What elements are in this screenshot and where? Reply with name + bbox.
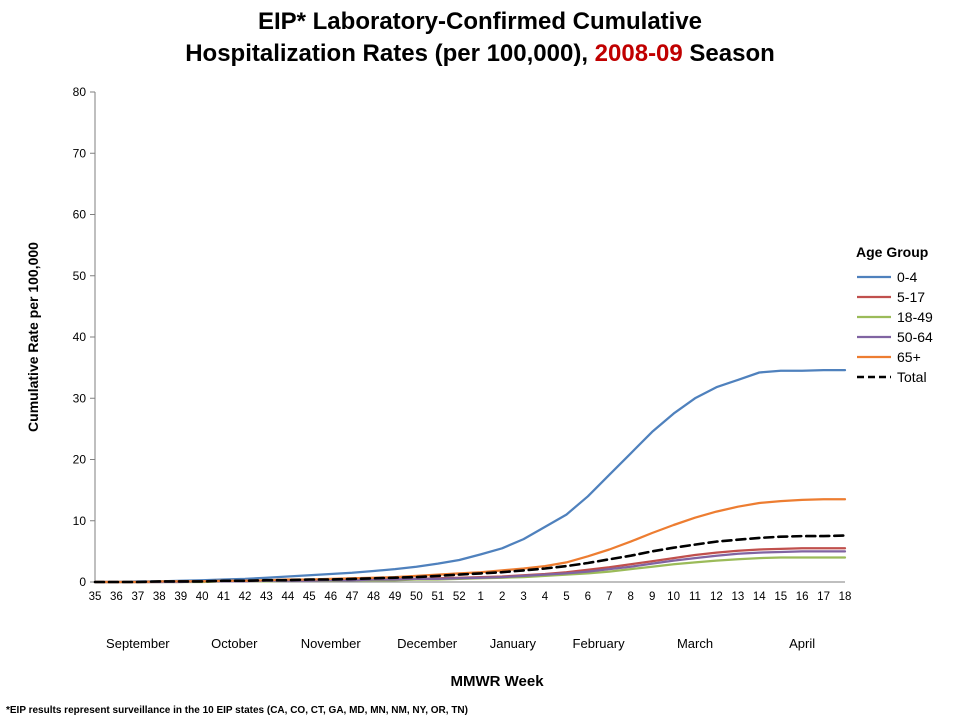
svg-text:38: 38	[153, 591, 166, 603]
chart-title: EIP* Laboratory-Confirmed Cumulative Hos…	[0, 6, 960, 70]
legend-items: 0-4 5-17 18-49 50-64 65+ Total	[856, 267, 933, 387]
legend-swatch-icon	[857, 355, 891, 359]
series-line-Total	[93, 534, 847, 584]
legend-label: 65+	[897, 349, 921, 365]
svg-text:1: 1	[478, 591, 484, 603]
svg-text:7: 7	[606, 591, 612, 603]
svg-text:11: 11	[689, 591, 701, 603]
svg-text:0: 0	[79, 575, 86, 589]
svg-text:20: 20	[73, 453, 87, 467]
svg-text:17: 17	[817, 591, 830, 603]
svg-text:80: 80	[73, 85, 87, 99]
svg-text:15: 15	[774, 591, 787, 603]
legend-item-0-4: 0-4	[856, 267, 933, 287]
svg-text:October: October	[211, 636, 258, 651]
svg-text:39: 39	[174, 591, 187, 603]
svg-text:36: 36	[110, 591, 123, 603]
svg-text:46: 46	[324, 591, 337, 603]
legend-item-Total: Total	[856, 367, 933, 387]
svg-text:10: 10	[73, 514, 87, 528]
legend-title: Age Group	[856, 244, 929, 260]
legend-item-65+: 65+	[856, 347, 933, 367]
svg-text:41: 41	[217, 591, 230, 603]
svg-text:49: 49	[389, 591, 402, 603]
svg-text:44: 44	[281, 591, 294, 603]
svg-text:37: 37	[131, 591, 144, 603]
title-highlight: 2008-09	[594, 39, 683, 67]
svg-text:December: December	[397, 636, 458, 651]
legend-swatch-icon	[857, 275, 891, 279]
legend-swatch-icon	[857, 315, 891, 319]
svg-text:14: 14	[753, 591, 766, 603]
svg-text:10: 10	[667, 591, 680, 603]
x-axis-title: MMWR Week	[450, 673, 544, 690]
svg-text:60: 60	[73, 208, 87, 222]
svg-text:45: 45	[303, 591, 316, 603]
svg-text:4: 4	[542, 591, 549, 603]
svg-text:51: 51	[431, 591, 444, 603]
legend-label: Total	[897, 369, 927, 385]
svg-text:February: February	[573, 636, 626, 651]
legend-item-5-17: 5-17	[856, 287, 933, 307]
title-line2-pre: Hospitalization Rates (per 100,000),	[185, 39, 595, 67]
svg-text:9: 9	[649, 591, 655, 603]
svg-text:50: 50	[73, 269, 87, 283]
legend: Age Group 0-4 5-17 18-49 50-64 65+ Total	[856, 244, 933, 387]
legend-item-18-49: 18-49	[856, 307, 933, 327]
svg-text:30: 30	[73, 391, 87, 405]
svg-text:November: November	[301, 636, 362, 651]
legend-swatch-icon	[857, 335, 891, 339]
title-line1: EIP* Laboratory-Confirmed Cumulative	[257, 8, 703, 35]
svg-text:35: 35	[89, 591, 102, 603]
svg-text:6: 6	[585, 591, 591, 603]
svg-text:52: 52	[453, 591, 466, 603]
svg-text:47: 47	[346, 591, 359, 603]
title-line2: Hospitalization Rates (per 100,000), 200…	[0, 38, 960, 70]
svg-text:March: March	[677, 636, 713, 651]
legend-label: 50-64	[897, 329, 933, 345]
svg-text:8: 8	[628, 591, 634, 603]
legend-label: 18-49	[897, 309, 933, 325]
svg-text:16: 16	[796, 591, 809, 603]
svg-text:2: 2	[499, 591, 505, 603]
legend-swatch-icon	[857, 295, 891, 299]
series-line-50-64	[93, 550, 847, 584]
svg-text:48: 48	[367, 591, 380, 603]
svg-text:January: January	[490, 636, 537, 651]
legend-item-50-64: 50-64	[856, 327, 933, 347]
svg-text:42: 42	[239, 591, 252, 603]
svg-text:18: 18	[839, 591, 852, 603]
svg-text:40: 40	[196, 591, 209, 603]
svg-text:12: 12	[710, 591, 723, 603]
title-line2-post: Season	[682, 39, 775, 67]
y-axis-title: Cumulative Rate per 100,000	[25, 242, 41, 432]
legend-label: 0-4	[897, 269, 918, 285]
svg-text:September: September	[106, 636, 170, 651]
svg-text:April: April	[789, 636, 815, 651]
svg-text:3: 3	[520, 591, 526, 603]
svg-text:70: 70	[73, 146, 87, 160]
footnote: *EIP results represent surveillance in t…	[6, 705, 468, 716]
legend-swatch-icon	[857, 375, 891, 379]
svg-text:40: 40	[73, 330, 87, 344]
svg-text:50: 50	[410, 591, 423, 603]
svg-text:43: 43	[260, 591, 273, 603]
svg-text:5: 5	[563, 591, 569, 603]
svg-text:13: 13	[731, 591, 744, 603]
series-line-0-4	[93, 368, 847, 584]
chart-series	[93, 368, 847, 584]
legend-label: 5-17	[897, 289, 926, 305]
